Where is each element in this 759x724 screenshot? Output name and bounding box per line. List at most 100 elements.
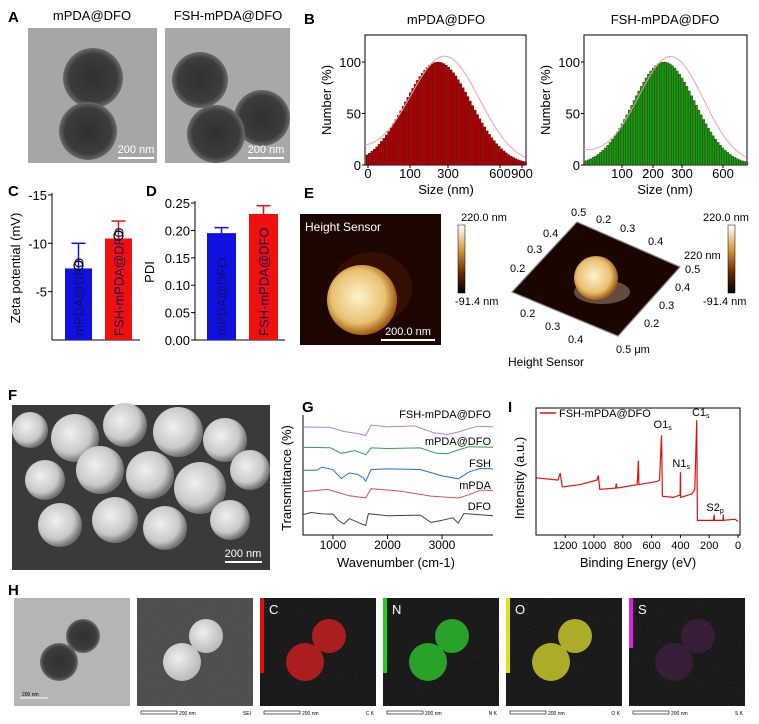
peak-label-main: S2: [706, 502, 719, 514]
scale-bar: [140, 710, 178, 715]
histogram-bar: [478, 118, 482, 166]
panel-f: F 200 nm: [8, 387, 270, 570]
y-tick-label: 50: [347, 107, 361, 122]
nanoparticle: [174, 462, 226, 514]
histogram-bar: [394, 119, 398, 166]
histogram-bar: [695, 105, 698, 166]
axis-tick: 0.4: [568, 334, 583, 346]
panel-c: C Zeta potential (mV) -15 -10 -5 mPDA@DFO FS…: [8, 183, 140, 341]
eds-map-s: S 200 nm S K: [629, 598, 745, 717]
histogram-bar: [731, 155, 734, 166]
element-letter: S: [638, 602, 647, 617]
noise-texture: [629, 598, 745, 706]
x-tick-label: 300: [437, 166, 459, 181]
histogram-bar: [690, 95, 693, 166]
histogram-bar: [461, 87, 465, 166]
sem-image: 200 nm: [12, 403, 270, 570]
afm-image-title: Height Sensor: [305, 220, 381, 234]
histogram-bar: [652, 67, 655, 166]
panel-i: I Intensity (a.u.) Binding Energy (eV) F…: [508, 399, 741, 570]
x-tick-label: 900: [511, 166, 533, 181]
afm-height-image: Height Sensor 200.0 nm: [300, 214, 441, 345]
panel-e: E Height Sensor 200.0 nm 220.0 nm -91.4 …: [300, 185, 749, 369]
histogram-bar: [733, 157, 737, 166]
eds-map-n: N 200 nm N K: [383, 598, 499, 717]
histogram-bar: [413, 84, 417, 166]
x-tick-label: 3000: [429, 538, 456, 552]
axis-tick: 0.3: [545, 321, 560, 333]
x-tick-label: 300: [671, 166, 693, 181]
x-tick-label: 400: [671, 540, 689, 552]
histogram-bar: [745, 161, 749, 166]
histogram-bar: [604, 147, 607, 166]
histogram-bar: [423, 70, 426, 166]
histogram-bar: [601, 150, 605, 166]
histogram-bar: [656, 63, 660, 166]
histogram-bar: [385, 134, 388, 166]
bar: [105, 238, 132, 340]
histogram-bar: [654, 65, 657, 166]
x-tick-label: 0: [735, 540, 741, 552]
histogram-bar: [387, 131, 390, 166]
eds-map-c: C 200 nm C K: [260, 598, 376, 717]
histogram-bar: [702, 119, 705, 166]
histogram-bar: [613, 135, 617, 166]
histogram-bar: [505, 152, 508, 166]
axis-tick: 0.2: [510, 263, 525, 275]
bar-label: FSH-mPDA@DFO: [257, 227, 272, 336]
histogram-bar: [509, 155, 513, 166]
noise-texture: [137, 598, 253, 706]
axis-tick: 0.4: [543, 228, 558, 240]
peak-label: C1s: [692, 407, 710, 420]
y-tick-label: 0: [573, 158, 580, 173]
histogram-bar: [649, 70, 653, 166]
bar-label: mPDA@DFO: [72, 258, 87, 336]
histogram-bar: [389, 127, 393, 166]
spectrum-line: [302, 488, 494, 499]
xps-spectrum: [536, 420, 739, 522]
scale-label: 200 nm: [671, 711, 688, 717]
y-tick-label: 0.20: [165, 223, 190, 238]
histogram-bar: [507, 154, 510, 166]
axes: [302, 415, 493, 536]
series-label: FSH-mPDA@DFO: [399, 409, 491, 421]
noise-texture: [506, 598, 622, 706]
histogram-bar: [606, 145, 609, 166]
map-tag: SEI: [243, 711, 251, 717]
panel-label-c: C: [8, 183, 19, 200]
nanoparticle: [153, 407, 203, 457]
histogram-bar: [700, 114, 703, 166]
histogram-bar: [584, 160, 588, 166]
histogram-bar: [625, 114, 629, 166]
histogram-bar: [437, 61, 441, 166]
histogram-bar: [471, 105, 474, 166]
y-tick-label: -5: [35, 285, 47, 300]
colorbar-max: 220.0 nm: [703, 212, 749, 224]
series-label: mPDA: [459, 480, 491, 492]
y-tick-label: 0.15: [165, 251, 190, 266]
panel-label-h: H: [8, 582, 19, 599]
histogram-bar: [644, 77, 648, 166]
intensity-bar: [260, 598, 264, 673]
scale-label: 200 nm: [179, 711, 196, 717]
scale-label: 200 nm: [548, 711, 565, 717]
y-tick-label: 0.10: [165, 278, 190, 293]
histogram-bar: [716, 142, 720, 166]
spectrum-line: [302, 424, 494, 437]
histogram-bar: [502, 150, 506, 166]
z-axis-label: 220 nm: [684, 250, 721, 262]
histogram-bar: [714, 139, 717, 166]
histogram-bar: [514, 158, 518, 166]
histogram-bar: [719, 145, 722, 166]
particle: [66, 619, 100, 653]
x-tick-label: 100: [611, 166, 633, 181]
eds-map-o: O 200 nm O K: [506, 598, 622, 717]
histogram-bar: [473, 109, 477, 166]
x-tick-label: 1000: [320, 538, 347, 552]
intensity-bar: [629, 598, 633, 648]
bar: [249, 213, 278, 340]
histogram-bar: [459, 83, 462, 166]
histogram-bar: [680, 77, 684, 166]
histogram-bar: [425, 67, 429, 166]
